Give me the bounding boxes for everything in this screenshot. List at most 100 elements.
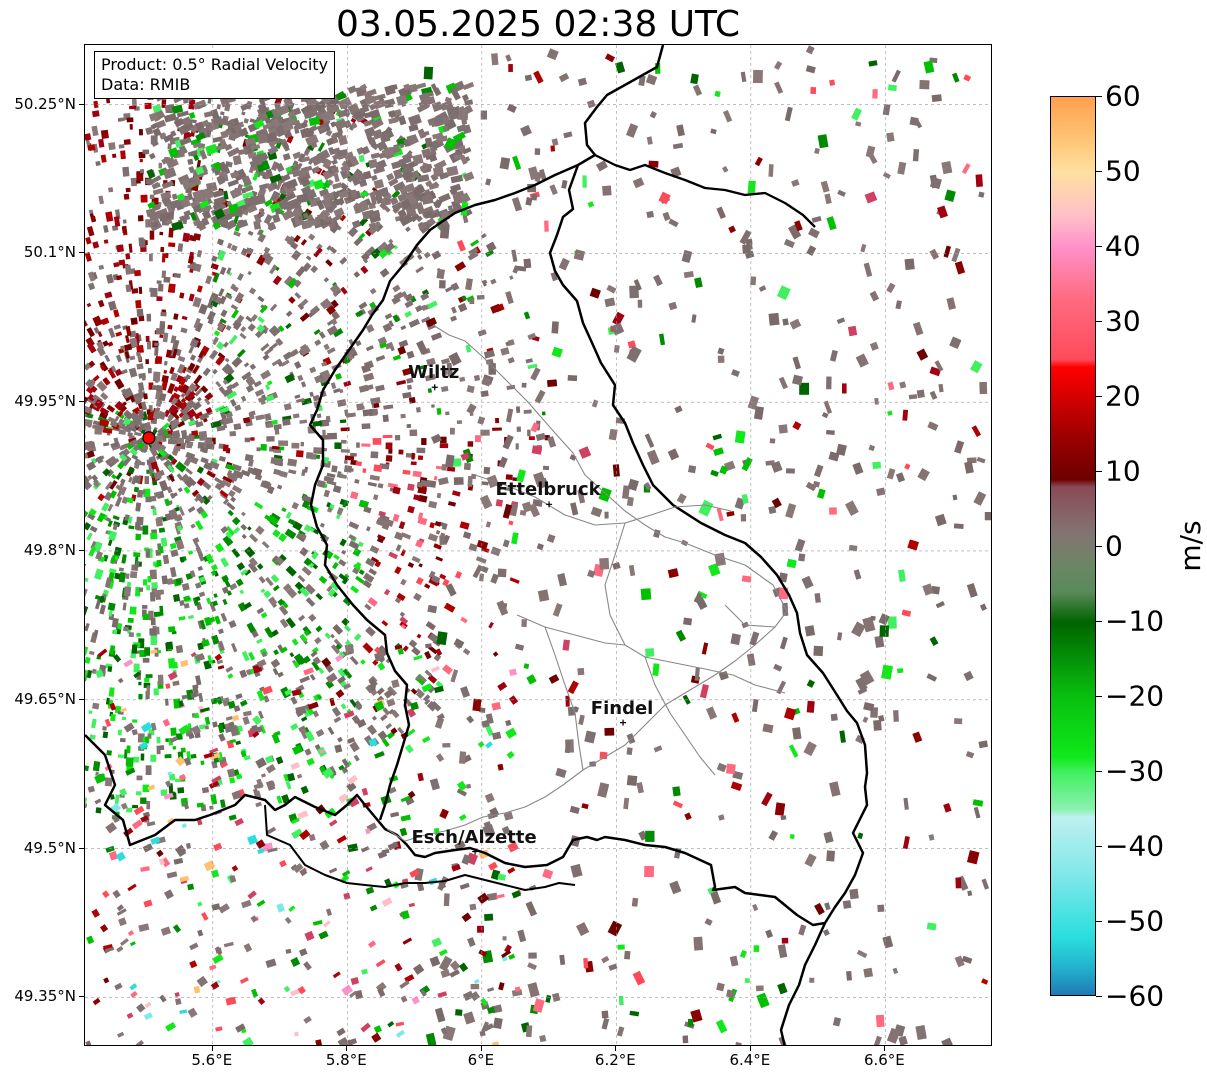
- velocity-cell: [127, 516, 133, 524]
- velocity-cell: [429, 955, 441, 967]
- velocity-cell: [658, 333, 666, 346]
- velocity-cell: [899, 381, 907, 389]
- velocity-cell: [599, 751, 608, 760]
- velocity-cell: [431, 211, 441, 219]
- velocity-cell: [188, 293, 195, 302]
- product-label: Product: 0.5° Radial Velocity: [101, 55, 329, 74]
- velocity-cell: [463, 462, 471, 471]
- velocity-cell: [138, 128, 143, 136]
- velocity-cell: [155, 593, 161, 600]
- velocity-cell: [275, 556, 285, 566]
- velocity-cell: [326, 325, 339, 336]
- velocity-cell: [382, 707, 391, 716]
- velocity-cell: [139, 490, 146, 495]
- velocity-cell: [160, 212, 172, 222]
- velocity-cell: [981, 878, 990, 890]
- velocity-cell: [392, 314, 400, 323]
- velocity-cell: [731, 369, 740, 378]
- velocity-cell: [501, 825, 511, 835]
- velocity-cell: [351, 175, 362, 186]
- velocity-cell: [380, 713, 388, 722]
- velocity-cell: [213, 330, 221, 337]
- velocity-cell: [334, 442, 342, 450]
- velocity-cell: [353, 633, 362, 642]
- velocity-cell: [161, 575, 168, 585]
- velocity-cell: [734, 497, 746, 510]
- velocity-cell: [394, 566, 402, 575]
- velocity-cell: [259, 152, 269, 162]
- velocity-cell: [142, 843, 154, 853]
- velocity-cell: [139, 461, 146, 466]
- velocity-cell: [667, 448, 680, 461]
- velocity-cell: [342, 597, 352, 607]
- city-marker: [431, 384, 438, 391]
- velocity-cell: [907, 539, 919, 551]
- velocity-cell: [88, 710, 93, 715]
- velocity-cell: [338, 793, 349, 803]
- velocity-cell: [855, 677, 868, 692]
- velocity-cell: [792, 356, 802, 370]
- velocity-cell: [277, 598, 285, 606]
- velocity-cell: [397, 138, 404, 145]
- velocity-cell: [225, 293, 233, 300]
- velocity-cell: [408, 124, 419, 132]
- velocity-cell: [361, 364, 371, 374]
- velocity-cell: [396, 592, 406, 602]
- velocity-cell: [928, 834, 935, 841]
- velocity-cell: [952, 72, 960, 83]
- velocity-cell: [558, 257, 570, 271]
- velocity-cell: [136, 180, 141, 184]
- velocity-cell: [922, 583, 934, 596]
- velocity-cell: [267, 847, 278, 853]
- velocity-cell: [187, 506, 196, 513]
- velocity-cell: [104, 718, 112, 728]
- velocity-cell: [339, 473, 347, 479]
- velocity-cell: [156, 384, 164, 392]
- velocity-cell: [798, 924, 807, 936]
- velocity-cell: [648, 160, 659, 168]
- velocity-cell: [388, 117, 399, 125]
- velocity-cell: [146, 685, 150, 695]
- velocity-cell: [246, 375, 253, 383]
- velocity-cell: [461, 208, 473, 218]
- velocity-cell: [511, 196, 523, 212]
- velocity-cell: [427, 533, 439, 542]
- velocity-cell: [198, 350, 206, 359]
- radar-map[interactable]: [84, 44, 992, 1046]
- velocity-cell: [961, 163, 971, 175]
- velocity-cell: [878, 613, 890, 626]
- velocity-cell: [234, 404, 242, 412]
- velocity-cell: [612, 561, 621, 570]
- velocity-cell: [164, 103, 175, 112]
- velocity-cell: [878, 715, 885, 722]
- velocity-cell: [369, 687, 378, 696]
- velocity-cell: [219, 203, 227, 210]
- velocity-cell: [298, 948, 308, 957]
- velocity-cell: [217, 322, 226, 332]
- velocity-cell: [964, 461, 974, 474]
- velocity-cell: [261, 651, 267, 658]
- velocity-cell: [179, 600, 185, 606]
- velocity-cell: [181, 315, 188, 321]
- velocity-cell: [778, 424, 788, 434]
- velocity-cell: [123, 193, 130, 200]
- velocity-cell: [436, 407, 442, 415]
- velocity-cell: [577, 667, 585, 676]
- velocity-cell: [203, 752, 215, 759]
- velocity-cell: [369, 683, 376, 692]
- velocity-cell: [377, 241, 389, 253]
- velocity-cell: [271, 328, 281, 337]
- velocity-cell: [551, 321, 559, 334]
- velocity-cell: [315, 592, 323, 601]
- velocity-cell: [421, 438, 427, 445]
- velocity-cell: [146, 409, 151, 415]
- velocity-cell: [390, 811, 400, 818]
- velocity-cell: [111, 814, 120, 824]
- lat-tick: [79, 847, 84, 849]
- velocity-cell: [416, 254, 423, 261]
- velocity-cell: [476, 539, 489, 550]
- velocity-cell: [299, 829, 311, 841]
- velocity-cell: [151, 221, 159, 229]
- velocity-cell: [949, 336, 962, 350]
- velocity-cell: [710, 128, 717, 135]
